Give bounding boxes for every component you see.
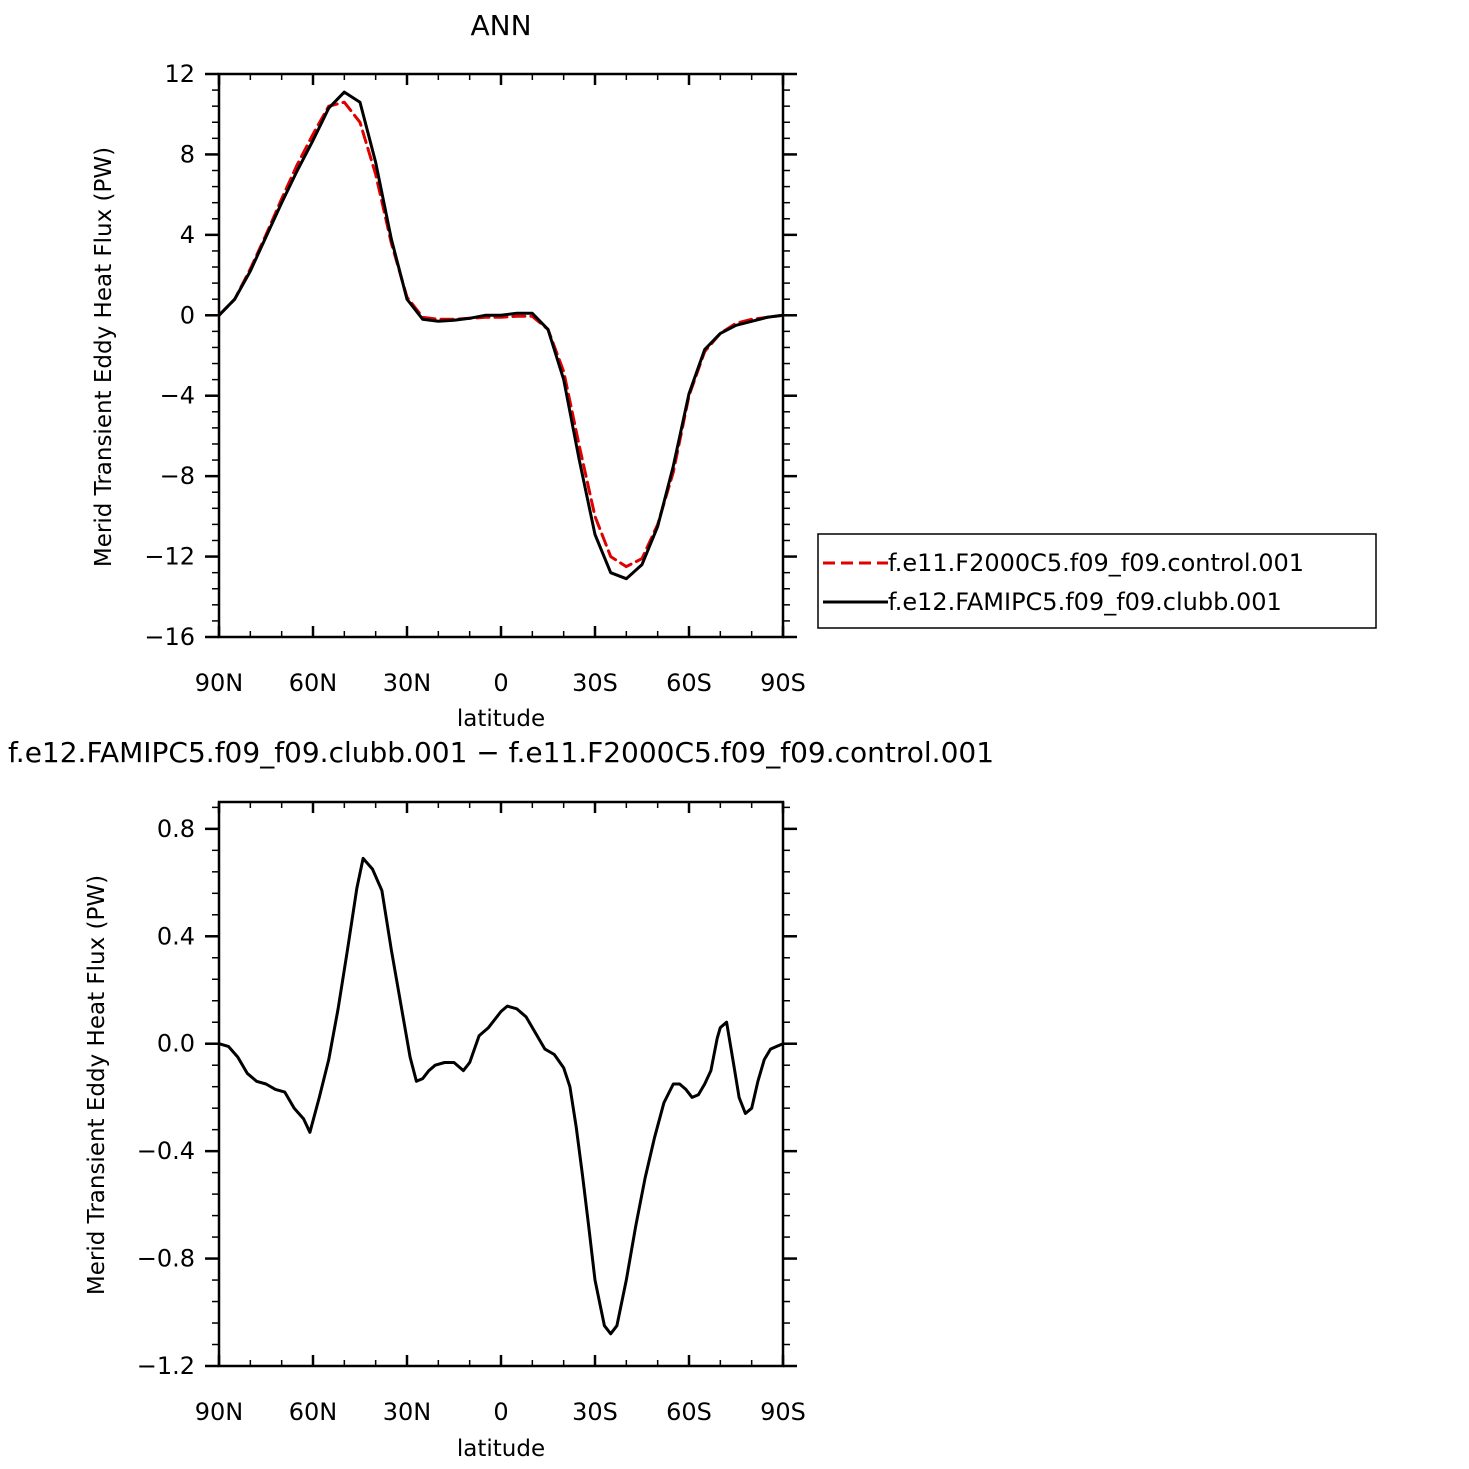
x-tick-label: 30N [383, 669, 432, 697]
y-tick-label: 0 [180, 301, 195, 329]
top-chart-title: ANN [470, 9, 531, 42]
series-line-0 [217, 856, 785, 1336]
y-tick-label: 0.0 [157, 1030, 195, 1058]
y-tick-label: −16 [144, 623, 195, 651]
x-tick-label: 30S [572, 669, 618, 697]
x-tick-label: 90S [760, 669, 806, 697]
y-tick-label: 8 [180, 140, 195, 168]
top-x-axis-label: latitude [457, 706, 545, 732]
bottom-x-axis-label: latitude [457, 1436, 545, 1462]
top-y-axis-label: Merid Transient Eddy Heat Flux (PW) [91, 147, 117, 567]
y-tick-label: −1.2 [137, 1352, 195, 1380]
x-tick-label: 90S [760, 1398, 806, 1426]
x-tick-label: 60S [666, 1398, 712, 1426]
y-tick-label: 0.4 [157, 922, 195, 950]
x-tick-label: 60N [289, 669, 338, 697]
bottom-axes: 90N 60N 30N 0 30S 60S 90S 0.8 0.4 0.0 −0.4 −0.8 −1.2 [137, 800, 806, 1426]
top-axes: 90N 60N 30N 0 30S 60S 90S 12 8 4 0 −4 −8 −12 −16 [144, 60, 806, 697]
legend-box [817, 533, 1377, 629]
y-tick-label: 12 [164, 60, 195, 88]
top-panel: ANN 90N 60N 30N 0 30S 60S 90S 12 8 4 0 −4 −8 −12 −16 l… [91, 9, 1377, 732]
top-series-lines [217, 90, 785, 581]
bottom-y-axis-label: Merid Transient Eddy Heat Flux (PW) [84, 875, 110, 1295]
x-tick-label: 0 [493, 1398, 508, 1426]
y-tick-label: 0.8 [157, 815, 195, 843]
y-tick-label: 4 [180, 221, 195, 249]
y-tick-label: −4 [160, 382, 195, 410]
legend: f.e11.F2000C5.f09_f09.control.001 f.e12.… [817, 533, 1377, 629]
y-tick-label: −8 [160, 462, 195, 490]
x-tick-label: 60N [289, 1398, 338, 1426]
x-tick-label: 30N [383, 1398, 432, 1426]
y-tick-label: −12 [144, 543, 195, 571]
legend-label-control: f.e11.F2000C5.f09_f09.control.001 [888, 549, 1304, 577]
x-tick-label: 0 [493, 669, 508, 697]
x-tick-label: 90N [195, 669, 244, 697]
series-line-0 [217, 100, 785, 569]
plot-frame [217, 800, 785, 1368]
x-tick-label: 30S [572, 1398, 618, 1426]
x-tick-label: 60S [666, 669, 712, 697]
bottom-series-lines [217, 856, 785, 1336]
y-tick-label: −0.8 [137, 1245, 195, 1273]
bottom-chart-title: f.e12.FAMIPC5.f09_f09.clubb.001 − f.e11.… [8, 736, 994, 769]
y-tick-label: −0.4 [137, 1137, 195, 1165]
legend-label-clubb: f.e12.FAMIPC5.f09_f09.clubb.001 [888, 588, 1282, 616]
bottom-panel: f.e12.FAMIPC5.f09_f09.clubb.001 − f.e11.… [8, 736, 994, 1462]
x-tick-label: 90N [195, 1398, 244, 1426]
series-line-1 [217, 90, 785, 581]
